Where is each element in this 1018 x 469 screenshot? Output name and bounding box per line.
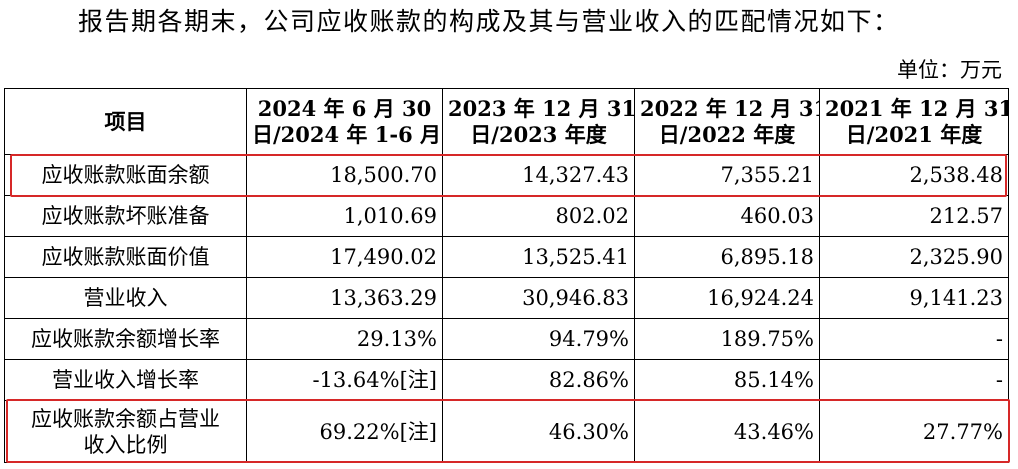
cell-value: 460.03 xyxy=(634,195,820,237)
cell-value: -13.64%[注] xyxy=(246,359,443,401)
row-label: 应收账款账面余额 xyxy=(4,154,247,196)
receivables-table: 项目 2024 年 6 月 30 日/2024 年 1-6 月 2023 年 12… xyxy=(4,88,1009,463)
cell-value: 14,327.43 xyxy=(442,154,635,196)
table-row: 应收账款坏账准备 1,010.69 802.02 460.03 212.57 xyxy=(4,195,1009,237)
table-row: 应收账款账面余额 18,500.70 14,327.43 7,355.21 2,… xyxy=(4,154,1009,196)
cell-value: 43.46% xyxy=(634,400,820,463)
cell-value: 94.79% xyxy=(442,318,635,360)
table-header-row: 项目 2024 年 6 月 30 日/2024 年 1-6 月 2023 年 12… xyxy=(4,88,1009,155)
cell-value: 2,538.48 xyxy=(819,154,1009,196)
cell-value: 46.30% xyxy=(442,400,635,463)
cell-value: 85.14% xyxy=(634,359,820,401)
cell-value: 30,946.83 xyxy=(442,277,635,319)
cell-value: 82.86% xyxy=(442,359,635,401)
header-2021: 2021 年 12 月 31 日/2021 年度 xyxy=(819,88,1009,155)
cell-value: 9,141.23 xyxy=(819,277,1009,319)
row-label: 营业收入 xyxy=(4,277,247,319)
header-item: 项目 xyxy=(4,88,247,155)
cell-value: 6,895.18 xyxy=(634,236,820,278)
cell-value: 69.22%[注] xyxy=(246,400,443,463)
cell-value: 16,924.24 xyxy=(634,277,820,319)
table-row: 营业收入 13,363.29 30,946.83 16,924.24 9,141… xyxy=(4,277,1009,319)
row-label: 应收账款坏账准备 xyxy=(4,195,247,237)
cell-value: 13,525.41 xyxy=(442,236,635,278)
cell-value: - xyxy=(819,359,1009,401)
row-label: 应收账款余额占营业 收入比例 xyxy=(4,400,247,463)
table-row: 应收账款余额占营业 收入比例 69.22%[注] 46.30% 43.46% 27… xyxy=(4,400,1009,463)
cell-value: 29.13% xyxy=(246,318,443,360)
cell-value: 7,355.21 xyxy=(634,154,820,196)
header-2023: 2023 年 12 月 31 日/2023 年度 xyxy=(442,88,635,155)
row-label: 应收账款余额增长率 xyxy=(4,318,247,360)
cell-value: 189.75% xyxy=(634,318,820,360)
table-row: 营业收入增长率 -13.64%[注] 82.86% 85.14% - xyxy=(4,359,1009,401)
unit-label: 单位：万元 xyxy=(897,58,1002,82)
intro-text: 报告期各期末，公司应收账款的构成及其与营业收入的匹配情况如下： xyxy=(78,7,900,36)
table-row: 应收账款账面价值 17,490.02 13,525.41 6,895.18 2,… xyxy=(4,236,1009,278)
cell-value: 27.77% xyxy=(819,400,1009,463)
cell-value: 18,500.70 xyxy=(246,154,443,196)
cell-value: 17,490.02 xyxy=(246,236,443,278)
header-2024h1: 2024 年 6 月 30 日/2024 年 1-6 月 xyxy=(246,88,443,155)
cell-value: 2,325.90 xyxy=(819,236,1009,278)
cell-value: - xyxy=(819,318,1009,360)
row-label: 营业收入增长率 xyxy=(4,359,247,401)
row-label: 应收账款账面价值 xyxy=(4,236,247,278)
cell-value: 802.02 xyxy=(442,195,635,237)
cell-value: 1,010.69 xyxy=(246,195,443,237)
header-2022: 2022 年 12 月 31 日/2022 年度 xyxy=(634,88,820,155)
table-row: 应收账款余额增长率 29.13% 94.79% 189.75% - xyxy=(4,318,1009,360)
cell-value: 212.57 xyxy=(819,195,1009,237)
cell-value: 13,363.29 xyxy=(246,277,443,319)
